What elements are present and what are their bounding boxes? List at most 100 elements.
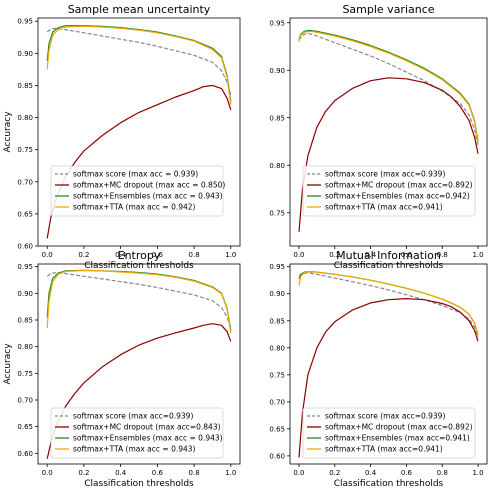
legend-label-4: softmax+TTA (max acc=0.941) [325, 445, 443, 454]
y-tick-label: 0.95 [269, 263, 285, 271]
chart-title: Sample variance [342, 3, 434, 16]
y-tick-label: 0.85 [269, 317, 285, 325]
y-tick-label: 0.90 [269, 290, 285, 298]
series-line-2 [298, 298, 479, 458]
y-tick-label: 0.65 [17, 423, 33, 431]
x-tick-label: 0.4 [365, 469, 377, 477]
y-axis-label: Accuracy [3, 343, 13, 385]
y-tick-label: 0.60 [17, 450, 33, 458]
x-tick-label: 0.8 [437, 469, 448, 477]
plot-frame [37, 263, 241, 465]
chart-panel-2: Sample variance 0.0 0.2 0.4 0.6 0.8 1.0 0.75 0.8… [269, 3, 488, 271]
x-axis-label: Classification thresholds [334, 261, 444, 271]
legend-label-2: softmax+MC dropout (max acc = 0.850) [73, 181, 225, 190]
series-line-2 [298, 77, 479, 232]
legend-label-3: softmax+Ensembles (max acc=0.942) [325, 192, 470, 201]
y-tick-label: 0.85 [17, 317, 33, 325]
y-tick-label: 0.65 [17, 210, 33, 218]
y-tick-label: 0.75 [269, 209, 285, 217]
x-tick-label: 0.8 [189, 251, 200, 259]
y-tick-label: 0.95 [17, 263, 33, 271]
x-tick-label: 0.2 [78, 469, 89, 477]
x-axis-label: Classification thresholds [334, 479, 444, 489]
y-tick-label: 0.80 [17, 114, 33, 122]
y-tick-label: 0.60 [269, 452, 285, 460]
y-tick-label: 0.70 [269, 398, 285, 406]
y-tick-label: 0.75 [17, 146, 33, 154]
x-tick-label: 0.0 [42, 251, 53, 259]
x-tick-label: 0.6 [152, 469, 164, 477]
y-tick-label: 0.70 [17, 178, 33, 186]
y-tick-label: 0.90 [17, 290, 33, 298]
y-axis-label: Accuracy [3, 111, 13, 153]
x-axis-label: Classification thresholds [84, 261, 194, 271]
plot-frame [289, 17, 488, 247]
y-tick-label: 0.80 [269, 162, 285, 170]
series-line-1 [298, 272, 479, 338]
legend-label-1: softmax score (max acc = 0.939) [73, 170, 198, 179]
plot-frame [289, 263, 488, 465]
x-tick-label: 0.2 [329, 251, 340, 259]
legend-label-2: softmax+MC dropout (max acc=0.892) [325, 181, 473, 190]
series-line-4 [46, 25, 232, 105]
x-tick-label: 0.6 [401, 251, 413, 259]
x-tick-label: 0.0 [293, 251, 304, 259]
legend-label-1: softmax score (max acc=0.939) [325, 412, 445, 421]
x-axis-label: Classification thresholds [84, 479, 194, 489]
x-tick-label: 0.4 [115, 469, 127, 477]
x-tick-label: 1.0 [472, 469, 483, 477]
y-tick-label: 0.90 [269, 67, 285, 75]
x-tick-label: 0.4 [115, 251, 127, 259]
x-tick-label: 0.6 [401, 469, 413, 477]
y-tick-label: 0.95 [269, 19, 285, 27]
x-tick-label: 0.8 [189, 469, 200, 477]
legend-label-4: softmax+TTA (max acc=0.941) [325, 203, 443, 212]
y-tick-label: 0.90 [17, 50, 33, 58]
series-line-4 [298, 30, 479, 145]
legend-label-2: softmax+MC dropout (max acc=0.843) [73, 423, 221, 432]
y-tick-label: 0.80 [269, 344, 285, 352]
legend-box [50, 407, 224, 459]
x-tick-label: 0.4 [365, 251, 377, 259]
chart-panel-3: Entropy 0.0 0.2 0.4 0.6 0.8 1.0 0.60 0.65 0.70 0.7… [3, 249, 241, 489]
legend-box [302, 407, 476, 459]
x-tick-label: 0.2 [78, 251, 89, 259]
legend-label-3: softmax+Ensembles (max acc = 0.943) [73, 192, 223, 201]
legend-box [302, 165, 476, 217]
series-line-4 [46, 269, 232, 334]
x-tick-label: 0.8 [437, 251, 448, 259]
legend-box [50, 165, 224, 217]
legend-label-1: softmax score (max acc=0.939) [73, 412, 193, 421]
legend-label-3: softmax+Ensembles (max acc=0.941) [325, 434, 470, 443]
legend: softmax score (max acc = 0.939) softmax+M… [50, 165, 225, 217]
series-line-1 [298, 32, 479, 147]
y-tick-label: 0.70 [17, 397, 33, 405]
chart-title: Entropy [118, 249, 161, 262]
y-tick-label: 0.60 [17, 243, 33, 251]
y-tick-label: 0.75 [269, 371, 285, 379]
legend-label-1: softmax score (max acc=0.939) [325, 170, 445, 179]
series-line-3 [298, 29, 479, 142]
x-tick-label: 0.6 [152, 251, 164, 259]
legend-label-4: softmax+TTA (max acc = 0.942) [73, 203, 196, 212]
x-tick-label: 1.0 [225, 469, 236, 477]
legend: softmax score (max acc=0.939) softmax+MC … [302, 407, 476, 459]
x-tick-label: 0.0 [293, 469, 304, 477]
chart-panel-1: Sample mean uncertainty 0.0 0.2 0.4 0.6 0.8 1.… [3, 3, 241, 271]
chart-title: Sample mean uncertainty [68, 3, 211, 16]
legend-label-3: softmax+Ensembles (max acc = 0.943) [73, 434, 223, 443]
legend: softmax score (max acc=0.939) softmax+MC … [302, 165, 476, 217]
x-tick-label: 0.0 [42, 469, 53, 477]
y-tick-label: 0.85 [269, 114, 285, 122]
y-tick-label: 0.95 [17, 18, 33, 26]
y-tick-label: 0.75 [17, 370, 33, 378]
x-tick-label: 1.0 [225, 251, 236, 259]
legend-label-2: softmax+MC dropout (max acc=0.892) [325, 423, 473, 432]
plot-frame [37, 17, 241, 247]
x-tick-label: 0.2 [329, 469, 340, 477]
chart-title: Mutual Information [336, 249, 441, 262]
y-tick-label: 0.80 [17, 343, 33, 351]
legend: softmax score (max acc=0.939) softmax+MC … [50, 407, 224, 459]
